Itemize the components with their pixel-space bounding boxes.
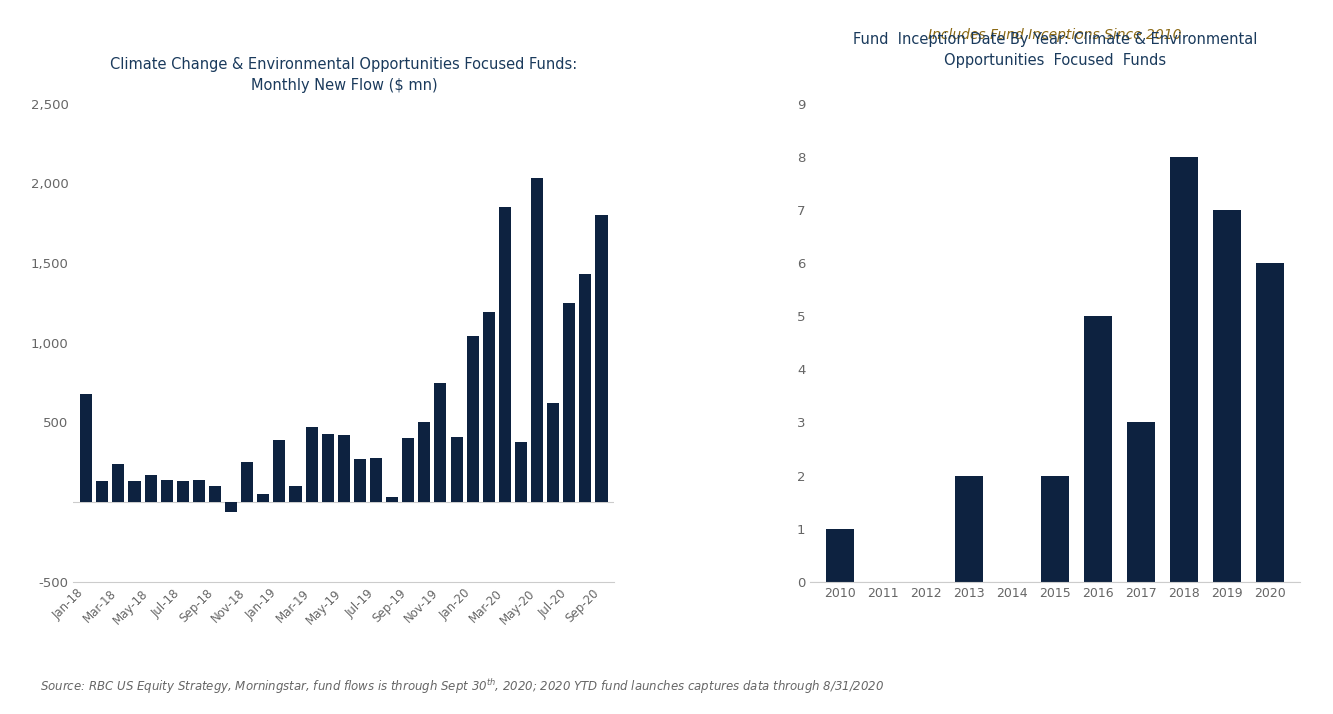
Text: Includes Fund Inceptions Since 2010: Includes Fund Inceptions Since 2010	[928, 29, 1181, 42]
Bar	[403, 438, 415, 502]
Bar	[144, 475, 157, 502]
Bar	[547, 403, 560, 502]
Bar	[225, 502, 237, 512]
Bar	[954, 476, 982, 582]
Bar	[353, 459, 367, 502]
Bar	[826, 529, 854, 582]
Bar	[96, 481, 108, 502]
Bar	[531, 178, 543, 502]
Bar	[580, 274, 592, 502]
Bar	[177, 481, 189, 502]
Text: Source: RBC US Equity Strategy, Morningstar, fund flows is through Sept 30$^{th}: Source: RBC US Equity Strategy, Mornings…	[40, 678, 884, 696]
Bar	[419, 423, 431, 502]
Bar	[1126, 423, 1154, 582]
Bar	[80, 393, 92, 502]
Bar	[1084, 316, 1112, 582]
Bar	[1170, 156, 1197, 582]
Bar	[321, 433, 333, 502]
Bar	[289, 486, 301, 502]
Bar	[387, 498, 399, 502]
Bar	[451, 437, 463, 502]
Bar	[1213, 210, 1241, 582]
Bar	[161, 480, 173, 502]
Bar	[467, 336, 479, 502]
Title: Fund  Inception Date By Year: Climate & Environmental
Opportunities  Focused  Fu: Fund Inception Date By Year: Climate & E…	[853, 31, 1257, 68]
Bar	[337, 436, 349, 502]
Bar	[515, 441, 527, 502]
Bar	[193, 480, 205, 502]
Bar	[112, 464, 124, 502]
Bar	[1041, 476, 1069, 582]
Bar	[499, 207, 511, 502]
Bar	[564, 303, 576, 502]
Bar	[128, 481, 140, 502]
Bar	[273, 440, 285, 502]
Bar	[596, 215, 608, 502]
Bar	[435, 383, 447, 502]
Bar	[305, 427, 317, 502]
Bar	[241, 463, 253, 502]
Title: Climate Change & Environmental Opportunities Focused Funds:
Monthly New Flow ($ : Climate Change & Environmental Opportuni…	[111, 56, 577, 93]
Bar	[209, 486, 221, 502]
Bar	[257, 494, 269, 502]
Bar	[1256, 263, 1284, 582]
Bar	[371, 458, 383, 502]
Bar	[483, 313, 495, 502]
